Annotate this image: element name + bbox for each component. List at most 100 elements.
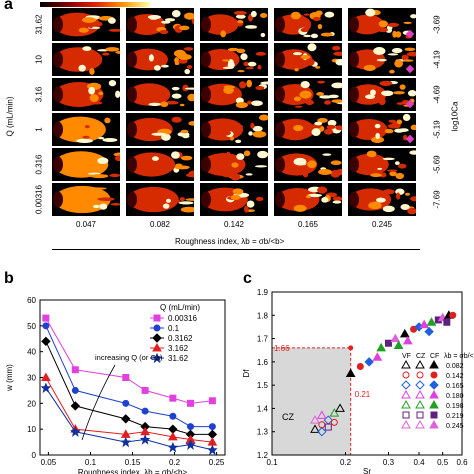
y-tick-label: 1.6 — [257, 358, 269, 367]
data-point — [141, 386, 149, 394]
y-tick-label: 20 — [27, 399, 36, 408]
y-tick-label: 1.4 — [257, 404, 269, 413]
legend-marker-cf — [429, 380, 439, 390]
legend-marker-vf — [401, 399, 411, 409]
legend-label: 31.62 — [168, 354, 189, 363]
legend-marker-cz — [415, 359, 425, 369]
y-tick-label: 10 — [27, 425, 36, 434]
legend-marker-cf — [429, 419, 439, 429]
ca-tick-label: -5.69 — [432, 154, 442, 174]
ca-tick-label: -5.19 — [432, 119, 442, 139]
data-point — [121, 414, 131, 424]
fingering-image — [348, 113, 416, 146]
fingering-image — [52, 78, 120, 111]
x-tick-label: 0.1 — [85, 458, 97, 467]
fingering-grid: 31.62 -3.69 10 -4.19 3.16 -4.69 1 -5.19 0.316 -5.… — [35, 8, 442, 229]
data-point — [120, 436, 131, 448]
q-tick-label: 0.316 — [34, 153, 44, 175]
fingering-image — [348, 43, 416, 76]
threshold-point — [348, 345, 354, 351]
data-point — [169, 412, 177, 420]
data-point — [208, 423, 216, 431]
x-tick-label: 0.5 — [437, 458, 449, 467]
x-tick-label: 0.25 — [209, 458, 225, 467]
legend-marker — [152, 342, 162, 352]
fingering-image — [126, 183, 194, 216]
legend-marker-cz — [415, 399, 425, 409]
data-point — [141, 407, 149, 415]
cf-point — [372, 352, 383, 361]
cz-point — [317, 427, 327, 437]
fingering-image — [200, 78, 268, 111]
fingering-image — [200, 8, 268, 41]
y-axis-label: Df — [242, 369, 251, 378]
data-point — [40, 382, 52, 394]
annotation-text: increasing Q (or Ca) — [95, 353, 163, 362]
plot-frame — [39, 299, 226, 456]
legend-marker-vf — [401, 389, 411, 399]
plot-frame — [271, 291, 463, 456]
cz-region — [272, 347, 351, 455]
fingering-image — [348, 148, 416, 181]
cf-point — [402, 335, 413, 345]
legend-marker-cf — [429, 389, 439, 399]
cz-point — [310, 415, 320, 424]
q-tick-label: 3.16 — [34, 86, 44, 102]
ca-tick-label: -4.69 — [432, 84, 442, 104]
fingering-image — [274, 8, 342, 41]
fingering-image — [52, 8, 120, 41]
cf-point — [393, 340, 404, 350]
panel-b-letter: b — [4, 270, 14, 287]
legend-marker-cf — [429, 359, 439, 369]
q-axis-label: Q (mL/min) — [5, 96, 15, 137]
legend-marker-vf — [401, 419, 411, 429]
legend-marker-vf — [401, 380, 411, 390]
y-tick-label: 50 — [27, 322, 36, 331]
legend-header: CZ — [416, 353, 426, 360]
roughness-axis-label: Roughness index, λb = σb/<b> — [175, 237, 285, 246]
data-point — [70, 401, 81, 411]
cf-point — [390, 333, 401, 343]
cf-point — [424, 326, 434, 337]
x-tick-label: 0.2 — [169, 458, 181, 467]
cf-point — [443, 318, 451, 326]
cf-point — [449, 311, 457, 319]
roughness-tick-label: 0.047 — [75, 220, 97, 229]
legend-marker-cf — [429, 399, 439, 409]
cz-label: CZ — [282, 412, 294, 422]
legend-marker-cz — [415, 380, 425, 390]
cf-point — [345, 368, 356, 377]
fingering-image — [126, 78, 194, 111]
legend-marker — [153, 314, 161, 322]
fingering-image — [126, 113, 194, 146]
y-tick-label: 1.2 — [257, 451, 269, 460]
data-point — [70, 426, 81, 438]
legend-marker — [153, 324, 161, 332]
x-tick-label: 0.3 — [383, 458, 395, 467]
ca-tick-label: -3.69 — [432, 14, 442, 34]
data-point — [71, 366, 79, 374]
fingering-image — [126, 43, 194, 76]
y-tick-label: 60 — [27, 296, 36, 305]
legend-value: 0.198 — [446, 403, 464, 410]
fingering-image — [52, 148, 120, 181]
q-tick-label: 10 — [34, 54, 44, 64]
legend-marker-cz — [415, 389, 425, 399]
q-tick-label: 0.00316 — [34, 184, 44, 214]
fingering-image — [200, 113, 268, 146]
cf-point — [384, 339, 392, 347]
vline-label: 0.21 — [355, 390, 371, 399]
fingering-image — [52, 43, 120, 76]
x-tick-label: 0.4 — [413, 458, 425, 467]
x-axis-label: Sr — [363, 467, 371, 474]
data-point — [167, 441, 179, 453]
data-point — [122, 374, 130, 381]
width-chart: 0.05 0.1 0.15 0.2 0.25 0 10 20 30 40 50 60 w (mm) Rou… — [5, 296, 226, 474]
cz-point — [316, 410, 327, 419]
legend-marker-vf — [402, 371, 410, 379]
fingering-image — [274, 113, 342, 146]
fingering-image — [52, 183, 120, 216]
x-tick-label: 0.05 — [41, 458, 57, 467]
y-tick-label: 40 — [27, 348, 36, 357]
x-axis-label: Roughness index, λb = σb/<b> — [78, 468, 188, 474]
